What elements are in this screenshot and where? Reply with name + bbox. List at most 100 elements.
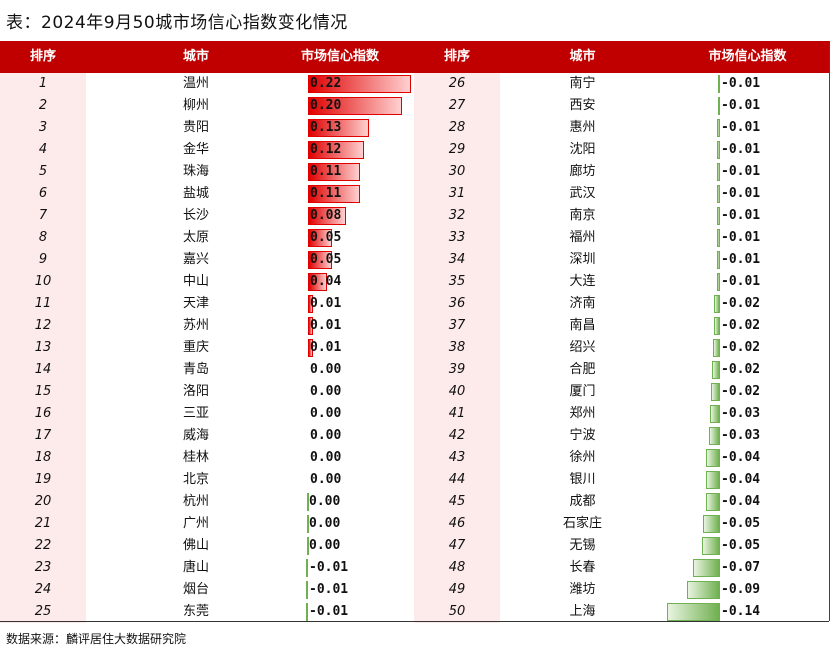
city-cell: 大连 <box>569 274 596 289</box>
city-cell: 温州 <box>182 76 209 91</box>
city-cell: 盐城 <box>182 186 209 201</box>
table-row: 25 东莞 -0.01 <box>0 601 829 623</box>
index-value: -0.01 <box>309 604 349 619</box>
table-row: 49 潍坊 -0.09 <box>0 579 829 601</box>
city-cell: 上海 <box>569 604 596 619</box>
rank-cell: 40 <box>414 381 500 403</box>
rank-cell: 31 <box>414 183 500 205</box>
city-cell: 柳州 <box>182 98 209 113</box>
index-value: 0.00 <box>310 384 342 399</box>
index-value: -0.05 <box>721 516 761 531</box>
index-bar <box>308 229 332 247</box>
index-value: -0.05 <box>721 538 761 553</box>
table-row: 30 廊坊 -0.01 <box>0 161 829 183</box>
table-row: 31 武汉 -0.01 <box>0 183 829 205</box>
index-bar <box>308 339 313 357</box>
city-cell: 唐山 <box>182 560 209 575</box>
table-row: 28 惠州 -0.01 <box>0 117 829 139</box>
table-header: 排序 城市 市场信心指数 排序 城市 市场信心指数 <box>0 41 829 73</box>
city-cell: 成都 <box>569 494 596 509</box>
city-cell: 厦门 <box>569 384 596 399</box>
city-cell: 南昌 <box>569 318 596 333</box>
index-value: 0.04 <box>310 274 342 289</box>
city-cell: 长沙 <box>182 208 209 223</box>
index-bar <box>308 75 412 93</box>
table-row: 26 南宁 -0.01 <box>0 73 829 95</box>
rank-cell: 27 <box>414 95 500 117</box>
index-value: 0.05 <box>310 252 342 267</box>
table-row: 14 青岛 0.00 <box>0 359 829 381</box>
index-bar <box>305 603 308 621</box>
rank-cell: 29 <box>414 139 500 161</box>
table-row: 8 太原 0.05 <box>0 227 829 249</box>
city-cell: 天津 <box>182 296 209 311</box>
rank-cell: 47 <box>414 535 500 557</box>
table-row: 39 合肥 -0.02 <box>0 359 829 381</box>
index-bar <box>717 75 720 93</box>
city-cell: 合肥 <box>569 362 596 377</box>
table-row: 22 佛山 0.00 <box>0 535 829 557</box>
index-bar <box>307 493 309 511</box>
rank-cell: 44 <box>414 469 500 491</box>
index-bar <box>705 493 720 511</box>
city-cell: 嘉兴 <box>182 252 209 267</box>
index-value: -0.01 <box>721 142 761 157</box>
index-bar <box>716 229 720 247</box>
index-value: -0.01 <box>721 252 761 267</box>
table-row: 36 济南 -0.02 <box>0 293 829 315</box>
rank-cell: 43 <box>414 447 500 469</box>
index-value: -0.01 <box>309 560 349 575</box>
city-cell: 南京 <box>569 208 596 223</box>
rank-cell: 13 <box>0 337 86 359</box>
table-row: 48 长春 -0.07 <box>0 557 829 579</box>
city-cell: 绍兴 <box>569 340 596 355</box>
index-value: -0.01 <box>721 76 761 91</box>
rank-cell: 20 <box>0 491 86 513</box>
rank-cell: 39 <box>414 359 500 381</box>
rank-cell: 17 <box>0 425 86 447</box>
index-value: 0.08 <box>310 208 342 223</box>
index-bar <box>714 295 720 313</box>
index-bar <box>706 449 720 467</box>
city-cell: 珠海 <box>182 164 209 179</box>
city-cell: 贵阳 <box>182 120 209 135</box>
table-bottom-rule <box>0 621 829 622</box>
index-value: -0.02 <box>721 318 761 333</box>
rank-cell: 2 <box>0 95 86 117</box>
rank-cell: 25 <box>0 601 86 623</box>
index-value: 0.00 <box>309 516 341 531</box>
header-city-2: 城市 <box>569 49 596 64</box>
rank-cell: 6 <box>0 183 86 205</box>
city-cell: 杭州 <box>182 494 209 509</box>
city-cell: 无锡 <box>569 538 596 553</box>
rank-cell: 18 <box>0 447 86 469</box>
table-row: 1 温州 0.22 <box>0 73 829 95</box>
rank-cell: 7 <box>0 205 86 227</box>
index-value: -0.09 <box>721 582 761 597</box>
rank-cell: 32 <box>414 205 500 227</box>
table-row: 13 重庆 0.01 <box>0 337 829 359</box>
index-bar <box>717 97 720 115</box>
table-row: 3 贵阳 0.13 <box>0 117 829 139</box>
index-value: -0.01 <box>721 230 761 245</box>
table-row: 29 沈阳 -0.01 <box>0 139 829 161</box>
table-row: 27 西安 -0.01 <box>0 95 829 117</box>
rank-cell: 22 <box>0 535 86 557</box>
city-cell: 福州 <box>569 230 596 245</box>
index-bar <box>711 361 720 379</box>
table-row: 10 中山 0.04 <box>0 271 829 293</box>
rank-cell: 14 <box>0 359 86 381</box>
index-value: 0.00 <box>310 472 342 487</box>
table-row: 43 徐州 -0.04 <box>0 447 829 469</box>
city-cell: 东莞 <box>182 604 209 619</box>
header-rank: 排序 <box>29 49 56 64</box>
rank-cell: 8 <box>0 227 86 249</box>
table-row: 32 南京 -0.01 <box>0 205 829 227</box>
city-cell: 惠州 <box>569 120 596 135</box>
table-row: 33 福州 -0.01 <box>0 227 829 249</box>
rank-cell: 45 <box>414 491 500 513</box>
index-value: -0.03 <box>721 428 761 443</box>
index-value: 0.01 <box>310 340 342 355</box>
header-city: 城市 <box>182 49 209 64</box>
index-bar <box>710 405 720 423</box>
